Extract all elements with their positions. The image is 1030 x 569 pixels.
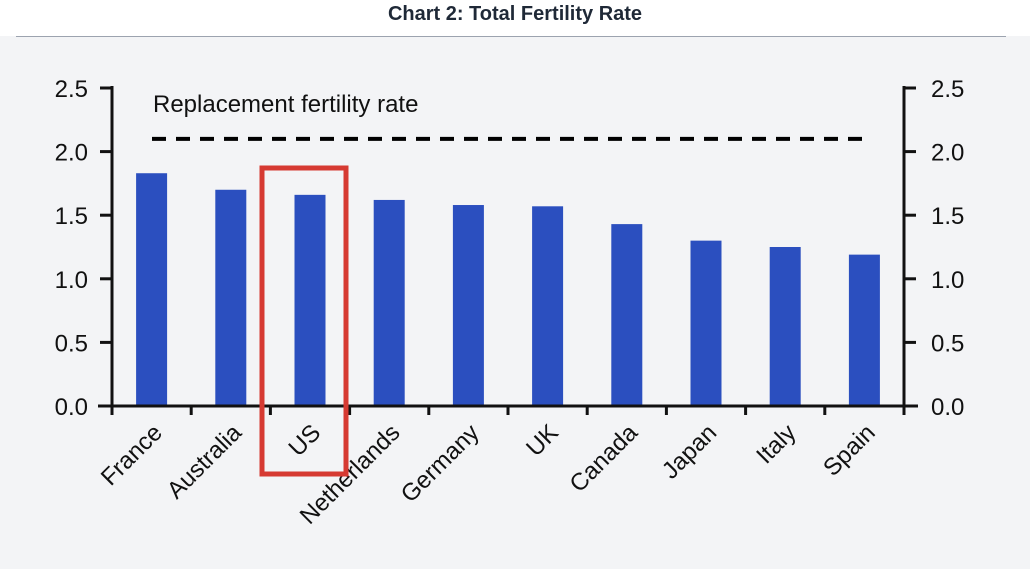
chart-title: Chart 2: Total Fertility Rate <box>387 3 643 25</box>
right-y-tick-label: 1.0 <box>931 267 964 294</box>
left-y-tick-label: 1.5 <box>55 203 88 230</box>
right-y-tick-label: 2.5 <box>931 76 964 103</box>
bars-group <box>136 173 880 406</box>
bar-canada <box>611 224 643 406</box>
right-y-axis: 0.0 0.5 1.0 1.5 2.0 2.5 <box>902 76 964 421</box>
category-label: Germany <box>396 419 485 508</box>
left-y-tick-label: 1.0 <box>55 267 88 294</box>
right-y-tick-label: 0.0 <box>931 394 964 421</box>
category-label: Japan <box>657 419 722 484</box>
x-axis <box>98 404 918 415</box>
category-label: UK <box>521 419 564 462</box>
left-y-tick-label: 0.0 <box>55 394 88 421</box>
right-y-tick-label: 1.5 <box>931 203 964 230</box>
bar-us <box>294 194 326 406</box>
bar-germany <box>452 205 484 406</box>
category-label: Spain <box>818 419 881 482</box>
category-label: Australia <box>162 419 248 505</box>
right-y-tick-label: 2.0 <box>931 140 964 167</box>
bar-netherlands <box>373 199 405 406</box>
category-label: France <box>96 419 168 491</box>
bar-uk <box>532 206 564 406</box>
right-y-tick-label: 0.5 <box>931 330 964 357</box>
category-label: Italy <box>751 419 801 469</box>
us-highlight-box <box>259 165 349 477</box>
bar-spain <box>848 254 880 406</box>
bar-australia <box>215 189 247 406</box>
left-y-tick-label: 2.5 <box>55 76 88 103</box>
title-band <box>0 0 1030 36</box>
replacement-rate-label: Replacement fertility rate <box>153 91 418 118</box>
category-label: Canada <box>564 419 643 498</box>
bar-france <box>136 173 168 406</box>
left-y-tick-label: 0.5 <box>55 330 88 357</box>
bar-italy <box>769 247 801 406</box>
left-y-axis: 0.0 0.5 1.0 1.5 2.0 2.5 <box>55 76 114 421</box>
category-label: US <box>284 419 327 462</box>
left-y-tick-label: 2.0 <box>55 140 88 167</box>
bar-japan <box>690 240 722 406</box>
title-divider <box>16 36 1006 37</box>
